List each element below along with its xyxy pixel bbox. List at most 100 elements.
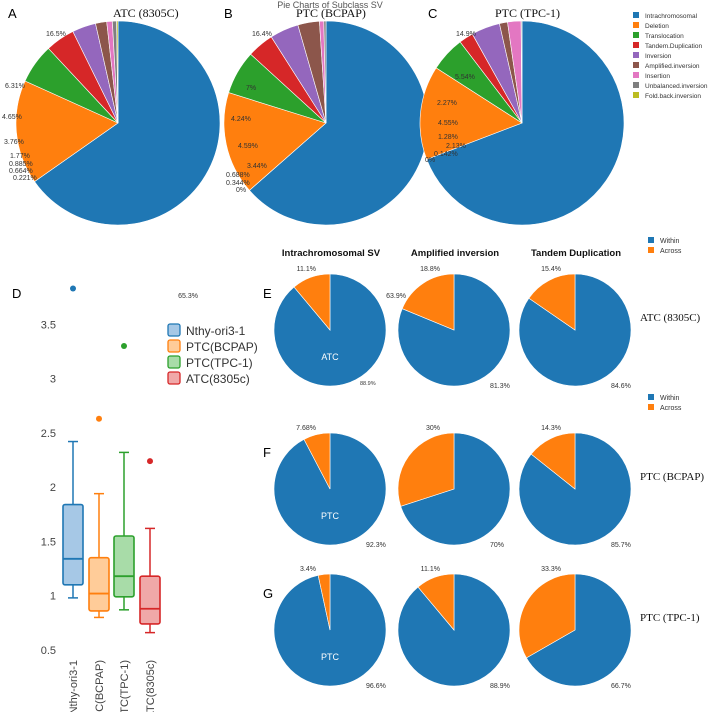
panel-letter-E: E — [263, 286, 272, 301]
box-legend-label-3: ATC(8305c) — [186, 372, 250, 386]
pie-A-label-5: 1.77% — [10, 153, 30, 160]
pie-A-title: ATC (8305C) — [113, 6, 179, 20]
legend-label-6: Insertion — [645, 73, 670, 80]
wa-G-2-across — [518, 573, 576, 659]
legend-swatch-5 — [633, 62, 639, 68]
pie-A-slice-1 — [15, 80, 119, 183]
pie-C-label-6: 2.13% — [446, 143, 466, 150]
pie-B-label-1: 16.4% — [252, 31, 272, 38]
wa-F-1-within-label: 70% — [490, 542, 504, 549]
pie-A-label-3: 4.65% — [2, 114, 22, 121]
wa-F-1-across-label: 30% — [426, 425, 440, 432]
pie-C-label-5: 1.28% — [438, 134, 458, 141]
pie-B-label-2: 7% — [246, 85, 256, 92]
pie-C-slice-7 — [520, 20, 523, 124]
xtick-0: Nthy-ori3-1 — [68, 660, 80, 712]
wa-F-1-across — [397, 432, 455, 507]
legend-label-2: Translocation — [645, 33, 684, 40]
pie-A-slice-8 — [116, 20, 119, 124]
box-0-outlier-0 — [70, 285, 76, 292]
panel-letter-D: D — [12, 286, 21, 301]
box-3-outlier-0 — [147, 458, 153, 465]
wa-F-2-within-label: 85.7% — [611, 542, 631, 549]
pie-C-slice-0 — [426, 20, 625, 226]
legend-label-4: Inversion — [645, 53, 672, 60]
legend-swatch-8 — [633, 92, 639, 98]
pie-B-label-5: 3.44% — [247, 163, 267, 170]
wa-E-1-across — [401, 273, 455, 331]
row-label-G: PTC (TPC-1) — [640, 612, 700, 624]
wa-G-2-within — [526, 573, 632, 687]
wa-G-0-within-label: 96.6% — [366, 683, 386, 690]
wa-legend-1-label-1: Across — [660, 405, 682, 412]
xtick-3: ATC(8305c) — [145, 660, 157, 712]
wa-G-0-across — [317, 573, 331, 631]
wa-G-1-across-label: 11.1% — [421, 566, 440, 573]
panel-letter-F: F — [263, 445, 271, 460]
pie-A-label-7: 0.664% — [9, 168, 33, 175]
pie-C-label-1: 14.9% — [456, 31, 476, 38]
column-title-2: Tandem Duplication — [531, 248, 621, 259]
box-2-outlier-0 — [121, 343, 127, 349]
wa-E-2-across-label: 15.4% — [541, 266, 561, 273]
legend-label-7: Unbalanced.inversion — [645, 83, 708, 90]
box-legend-label-0: Nthy-ori3-1 — [186, 324, 246, 338]
legend-swatch-7 — [633, 82, 639, 88]
wa-F-2-within — [518, 432, 632, 546]
box-legend-label-2: PTC(TPC-1) — [186, 356, 253, 370]
row-label-E: ATC (8305C) — [640, 312, 701, 324]
top-pie-charts: A ATC (8305C) 65.3% 16.5% 6.31% 4.65% 3.76% 1.7… — [2, 6, 625, 300]
panel-letter-A: A — [8, 6, 17, 21]
pie-A-label-1: 16.5% — [46, 31, 66, 38]
wa-legend-1-swatch-1 — [648, 404, 654, 410]
pie-A-label-2: 6.31% — [5, 83, 25, 90]
pie-B-label-4: 4.59% — [238, 143, 258, 150]
legend-swatch-4 — [633, 52, 639, 58]
pie-C-label-7: 0.142% — [434, 151, 458, 158]
box-0-iqr — [62, 503, 84, 586]
ytick-2: 1.5 — [41, 536, 56, 548]
wa-legend-0-label-1: Across — [660, 248, 682, 255]
wa-E-1-across-label: 18.8% — [420, 266, 440, 273]
pie-B-label-0: 63.9% — [386, 293, 406, 300]
panel-letter-B: B — [224, 6, 233, 21]
panel-letter-G: G — [263, 586, 273, 601]
wa-G-1-within-label: 88.9% — [490, 683, 510, 690]
wa-E-0-across-label: 11.1% — [297, 266, 316, 273]
figure-title: Pie Charts of Subclass SV — [277, 0, 383, 10]
box-legend-swatch-3 — [167, 371, 181, 385]
pie-A-label-8: 0.221% — [13, 175, 37, 182]
pie-A-label-4: 3.76% — [4, 139, 24, 146]
pie-C-title: PTC (TPC-1) — [495, 6, 560, 20]
box-legend-label-1: PTC(BCPAP) — [186, 340, 258, 354]
box-legend-swatch-1 — [167, 339, 181, 353]
box-1-outlier-0 — [96, 415, 102, 422]
within-across-pies: Intrachromosomal SV Amplified inversion Ta… — [263, 237, 704, 690]
xtick-1: PTC(BCPAP) — [94, 660, 106, 712]
legend-swatch-0 — [633, 12, 639, 18]
wa-G-2-within-label: 66.7% — [611, 683, 631, 690]
pie-B-title: PTC (BCPAP) — [296, 6, 366, 20]
wa-E-2-within-label: 84.6% — [611, 383, 631, 390]
pie-C-slice-1 — [419, 67, 523, 160]
row-label-F: PTC (BCPAP) — [640, 471, 704, 483]
wa-F-2-across — [530, 432, 576, 490]
legend-label-1: Deletion — [645, 23, 669, 30]
wa-F-0-within-label: 92.3% — [366, 542, 386, 549]
wa-E-center-label: ATC — [321, 352, 339, 362]
wa-F-2-across-label: 14.3% — [541, 425, 561, 432]
wa-G-2-across-label: 33.3% — [541, 566, 561, 573]
pie-B-label-6: 0.688% — [226, 172, 250, 179]
box-1-iqr — [88, 556, 110, 612]
pie-A-label-6: 0.885% — [9, 161, 33, 168]
wa-F-1-within — [400, 432, 511, 546]
pie-C-label-2: 5.54% — [455, 74, 475, 81]
pie-C-label-4: 4.55% — [438, 120, 458, 127]
wa-G-center-label: PTC — [321, 652, 340, 662]
box-plot: D 0.5 1 1.5 2 2.5 3 3.5 Nthy-ori3-1 PTC(BCPAP) PTC… — [12, 285, 258, 712]
wa-E-2-across — [528, 273, 576, 331]
wa-F-center-label: PTC — [321, 511, 340, 521]
ytick-0: 0.5 — [41, 645, 56, 657]
ytick-1: 1 — [50, 591, 56, 603]
